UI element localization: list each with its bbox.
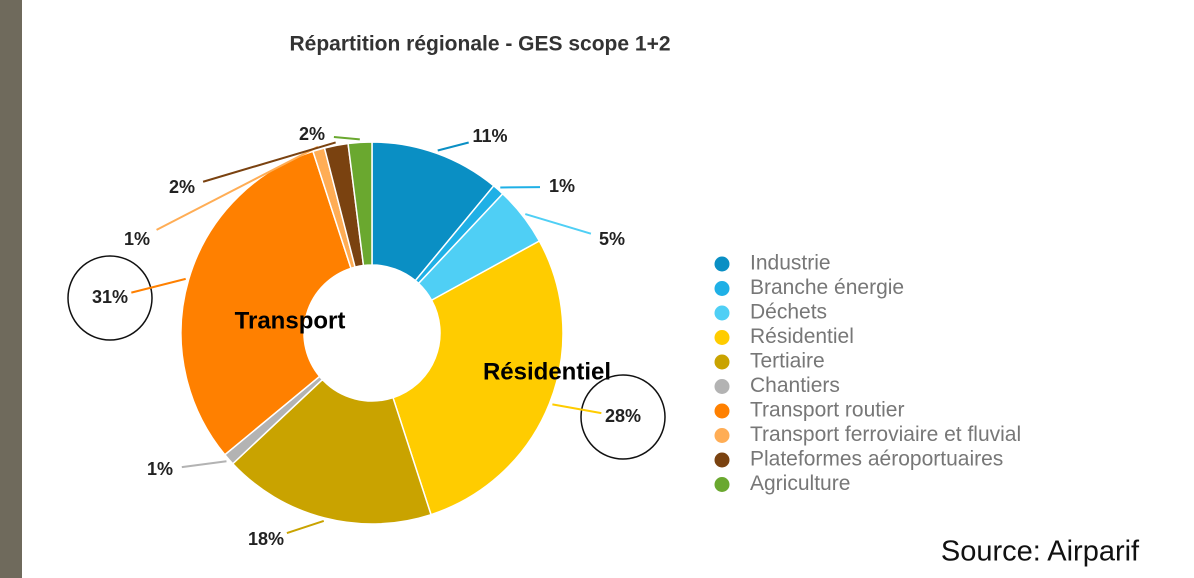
legend-swatch: [714, 305, 730, 321]
legend-label: Déchets: [750, 301, 827, 324]
legend-swatch: [714, 452, 730, 468]
data-label: 2%: [169, 177, 195, 197]
legend-label: Branche énergie: [750, 276, 904, 299]
leader-line: [181, 460, 227, 469]
legend-swatch: [714, 354, 730, 370]
data-label: 18%: [248, 529, 284, 549]
legend-label: Industrie: [750, 252, 831, 275]
slice: [231, 378, 432, 525]
legend-label: Transport ferroviaire et fluvial: [750, 423, 1021, 446]
legend-label: Agriculture: [750, 472, 850, 495]
legend-swatch: [714, 379, 730, 394]
photo-edge: [0, 0, 22, 578]
legend-swatch: [714, 330, 730, 345]
legend-swatch: [714, 428, 730, 443]
legend-swatch: [714, 403, 730, 419]
leader-line: [202, 141, 336, 183]
data-label: 28%: [605, 406, 641, 426]
leader-line: [131, 277, 186, 294]
leader-line: [525, 213, 592, 235]
legend-label: Plateformes aéroportuaires: [750, 448, 1003, 471]
annotation: Résidentiel: [483, 358, 611, 385]
legend-swatch: [714, 256, 730, 272]
legend-swatch: [714, 281, 730, 296]
legend-label: Tertiaire: [750, 350, 825, 373]
leader-line: [333, 136, 360, 141]
data-label: 31%: [92, 287, 128, 307]
data-label: 2%: [299, 124, 325, 144]
slice: [371, 141, 495, 282]
leader-line: [286, 519, 325, 535]
highlight-circle: [580, 374, 666, 460]
data-label: 1%: [124, 229, 150, 249]
chart-title: Répartition régionale - GES scope 1+2: [289, 33, 670, 56]
slice: [392, 239, 564, 516]
highlight-circle: [67, 255, 153, 341]
leader-line: [552, 403, 602, 415]
legend-label: Résidentiel: [750, 325, 854, 348]
data-label: 5%: [599, 229, 625, 249]
data-label: 1%: [147, 459, 173, 479]
leader-line: [437, 141, 469, 152]
leader-line: [156, 145, 319, 231]
data-label: 1%: [549, 176, 575, 196]
legend-label: Chantiers: [750, 374, 840, 397]
source: Source: Airparif: [941, 536, 1140, 568]
legend-label: Transport routier: [750, 399, 904, 422]
slice: [347, 141, 373, 267]
data-label: 11%: [472, 126, 507, 146]
annotation: Transport: [235, 307, 346, 334]
legend-swatch: [714, 477, 730, 492]
